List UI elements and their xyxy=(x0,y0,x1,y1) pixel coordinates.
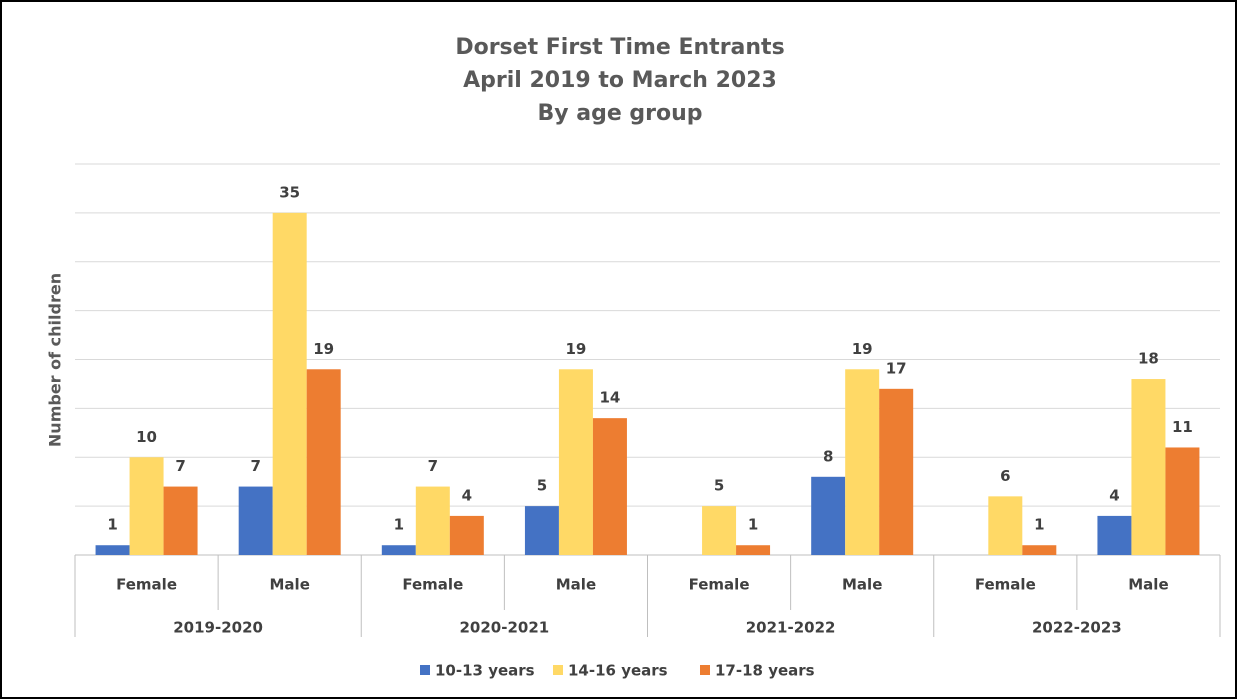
data-label: 14 xyxy=(600,389,621,407)
bar xyxy=(845,369,880,555)
data-label: 1 xyxy=(107,516,117,534)
data-label: 8 xyxy=(823,447,833,465)
data-label: 19 xyxy=(566,340,587,358)
bar xyxy=(381,545,416,555)
data-label: 11 xyxy=(1172,418,1193,436)
x-tick-label: Female xyxy=(116,576,177,594)
bar xyxy=(1097,515,1132,555)
legend-label: 17-18 years xyxy=(715,662,815,680)
group-label: 2020-2021 xyxy=(460,619,550,637)
bar xyxy=(129,457,164,555)
bar xyxy=(1165,447,1200,555)
legend-label: 14-16 years xyxy=(568,662,668,680)
data-label: 19 xyxy=(852,340,873,358)
data-label: 5 xyxy=(714,477,724,495)
data-label: 19 xyxy=(313,340,334,358)
data-label: 5 xyxy=(537,477,547,495)
data-label: 18 xyxy=(1138,350,1159,368)
x-tick-label: Male xyxy=(556,576,596,594)
legend-swatch xyxy=(553,665,563,675)
x-tick-label: Female xyxy=(402,576,463,594)
legend-swatch xyxy=(420,665,430,675)
bar xyxy=(592,418,627,555)
bar xyxy=(524,506,559,555)
bar xyxy=(1022,545,1057,555)
data-label: 1 xyxy=(1034,516,1044,534)
bar xyxy=(238,486,273,555)
bar xyxy=(702,506,737,555)
legend-label: 10-13 years xyxy=(435,662,535,680)
legend-swatch xyxy=(700,665,710,675)
bar xyxy=(95,545,130,555)
bar xyxy=(988,496,1023,555)
data-label: 35 xyxy=(279,183,300,201)
data-label: 17 xyxy=(886,359,907,377)
bar xyxy=(163,486,198,555)
bar xyxy=(879,388,914,555)
x-tick-label: Male xyxy=(1128,576,1168,594)
data-label: 4 xyxy=(1109,486,1119,504)
bar xyxy=(449,515,484,555)
x-tick-label: Male xyxy=(270,576,310,594)
data-label: 7 xyxy=(428,457,438,475)
group-label: 2019-2020 xyxy=(173,619,263,637)
y-axis-label: Number of children xyxy=(46,273,65,447)
chart-title: Dorset First Time Entrants xyxy=(455,35,784,60)
group-label: 2021-2022 xyxy=(746,619,836,637)
bar xyxy=(736,545,771,555)
x-tick-label: Female xyxy=(975,576,1036,594)
data-label: 6 xyxy=(1000,467,1010,485)
data-label: 7 xyxy=(175,457,185,475)
group-label: 2022-2023 xyxy=(1032,619,1122,637)
x-tick-label: Female xyxy=(689,576,750,594)
data-label: 7 xyxy=(250,457,260,475)
x-tick-label: Male xyxy=(842,576,882,594)
data-label: 4 xyxy=(462,486,472,504)
data-label: 10 xyxy=(136,428,157,446)
bar xyxy=(1131,379,1166,555)
bar xyxy=(811,476,846,555)
bar xyxy=(272,212,307,555)
bar xyxy=(415,486,450,555)
bar xyxy=(558,369,593,555)
data-label: 1 xyxy=(748,516,758,534)
chart-title: April 2019 to March 2023 xyxy=(463,68,777,93)
chart-title: By age group xyxy=(537,101,702,126)
bar xyxy=(306,369,341,555)
data-label: 1 xyxy=(394,516,404,534)
